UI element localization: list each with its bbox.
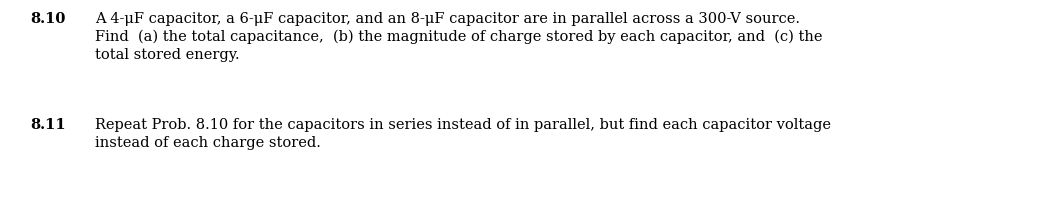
Text: instead of each charge stored.: instead of each charge stored.	[95, 136, 321, 150]
Text: Find  (a) the total capacitance,  (b) the magnitude of charge stored by each cap: Find (a) the total capacitance, (b) the …	[95, 30, 822, 44]
Text: total stored energy.: total stored energy.	[95, 48, 240, 62]
Text: A 4-μF capacitor, a 6-μF capacitor, and an 8-μF capacitor are in parallel across: A 4-μF capacitor, a 6-μF capacitor, and …	[95, 12, 800, 26]
Text: 8.10: 8.10	[29, 12, 65, 26]
Text: 8.11: 8.11	[29, 118, 65, 132]
Text: Repeat Prob. 8.10 for the capacitors in series instead of in parallel, but find : Repeat Prob. 8.10 for the capacitors in …	[95, 118, 831, 132]
